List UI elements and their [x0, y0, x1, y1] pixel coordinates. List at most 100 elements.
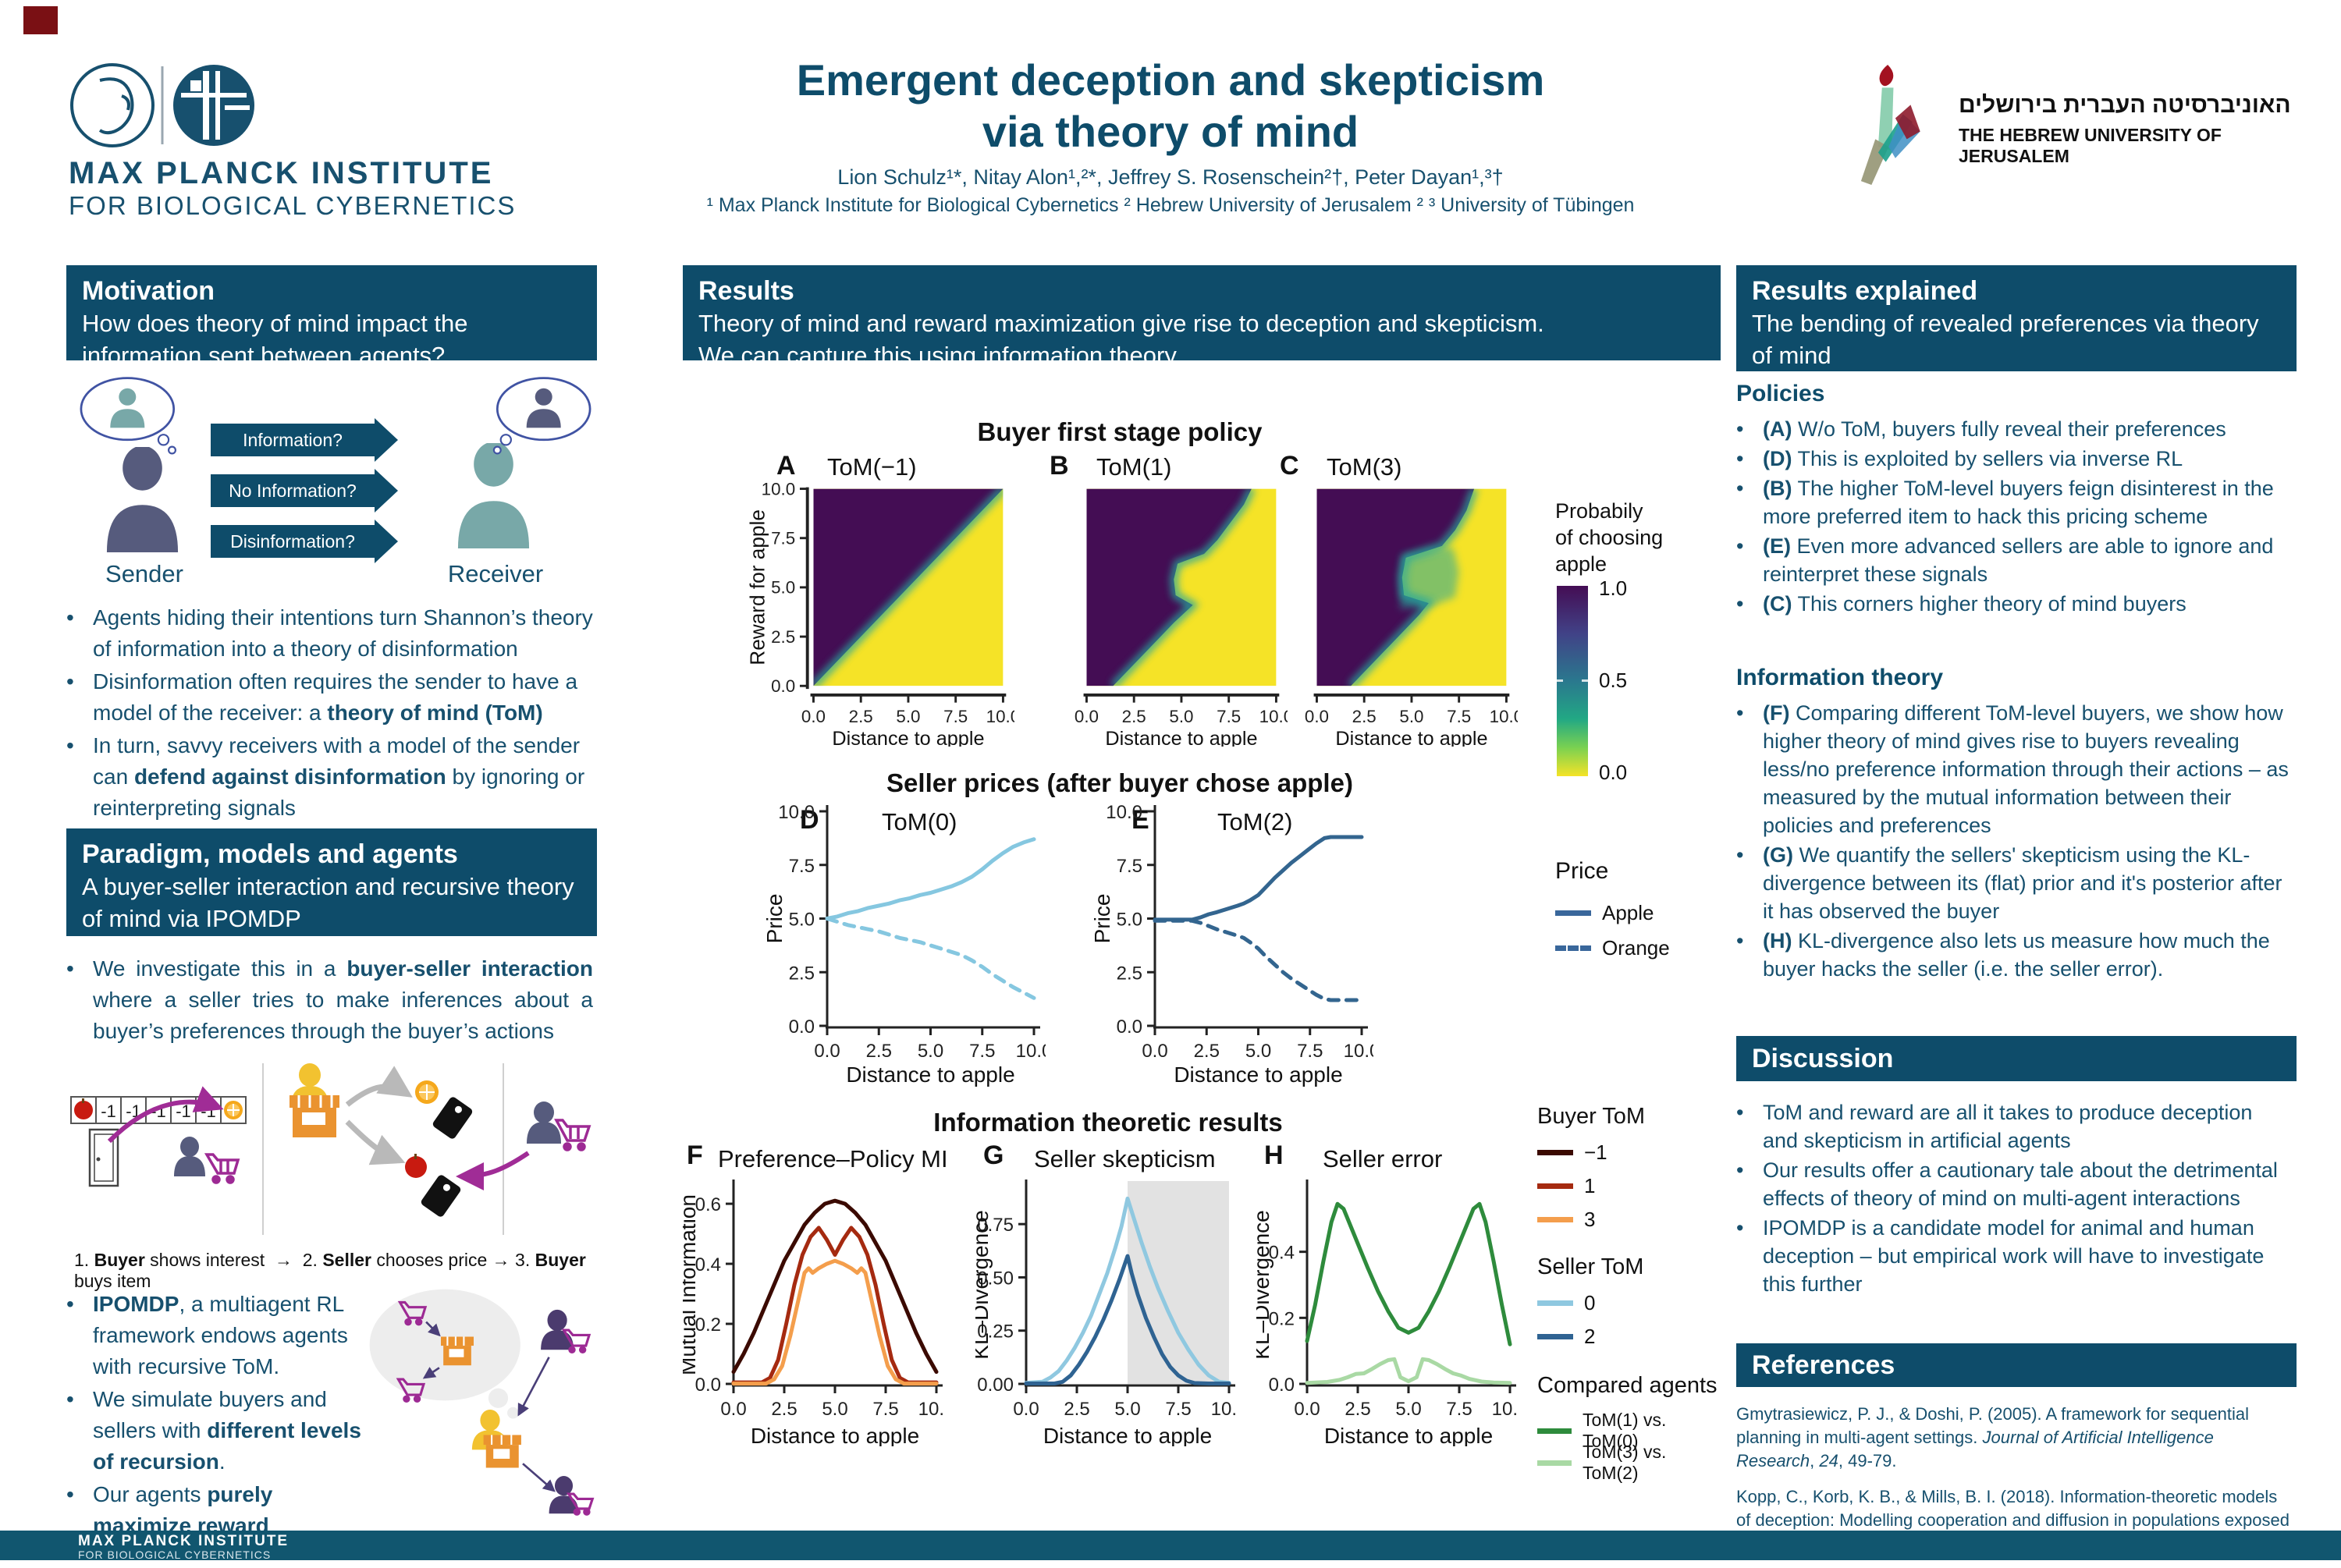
- poster-title-line1: Emergent deception and skepticism: [796, 55, 1545, 105]
- results-explained-box: Results explained The bending of reveale…: [1736, 265, 2297, 371]
- motivation-title: Motivation: [82, 276, 215, 306]
- cart-icon: [396, 1378, 426, 1403]
- svg-text:7.5: 7.5: [789, 856, 815, 877]
- mpi-logo-line2: FOR BIOLOGICAL CYBERNETICS: [69, 191, 517, 220]
- bullet-dot: •: [66, 1292, 74, 1316]
- receiver-person-icon: [457, 443, 530, 548]
- svg-text:5.0: 5.0: [1399, 707, 1423, 726]
- results-explained-title: Results explained: [1752, 276, 1978, 306]
- huji-torch-icon: [1860, 65, 1920, 185]
- information-theory-heading: Information theory: [1736, 665, 1944, 690]
- bullet-dot: •: [66, 1482, 74, 1506]
- bullet-text: We simulate buyers and sellers with diff…: [93, 1387, 361, 1474]
- paradigm-box: Paradigm, models and agents A buyer-sell…: [66, 828, 597, 936]
- right-column: Results explained The bending of reveale…: [1736, 265, 2297, 1553]
- apple-icon: [74, 1101, 93, 1119]
- svg-text:0.50: 0.50: [977, 1268, 1014, 1289]
- panel-title-D: ToM(0): [882, 808, 957, 835]
- discussion-title: Discussion: [1752, 1044, 1894, 1073]
- results-body-line1: Theory of mind and reward maximization g…: [698, 310, 1544, 337]
- mpi-logo-line1: MAX PLANCK INSTITUTE: [69, 156, 494, 190]
- compared-agents-legend-title: Compared agents: [1537, 1373, 1718, 1398]
- prices-legend-title: Price: [1555, 858, 1609, 884]
- panel-letter-G: G: [983, 1141, 1004, 1170]
- svg-text:0.25: 0.25: [977, 1321, 1014, 1343]
- svg-text:7.5: 7.5: [943, 707, 968, 726]
- svg-text:10.0: 10.0: [986, 707, 1014, 726]
- bullet-dot: •: [1736, 592, 1744, 615]
- svg-text:5.0: 5.0: [896, 707, 920, 726]
- svg-text:5.0: 5.0: [1169, 707, 1193, 726]
- list-item: • Agents hiding their intentions turn Sha…: [66, 602, 593, 665]
- paradigm-caption: 1. Buyer shows interest → 2. Seller choo…: [74, 1250, 586, 1291]
- panel-title-H: Seller error: [1323, 1145, 1443, 1172]
- svg-text:10.0: 10.0: [1259, 707, 1288, 726]
- colorbar: 1.0 0.5 0.0: [1557, 581, 1627, 784]
- paradigm-body: A buyer-seller interaction and recursive…: [82, 873, 574, 932]
- references-list: Gmytrasiewicz, P. J., & Doshi, P. (2005)…: [1736, 1403, 2292, 1568]
- svg-text:10.0: 10.0: [918, 1399, 944, 1420]
- cart-icon: [397, 1300, 428, 1326]
- bullet-text: Agents hiding their intentions turn Shan…: [93, 605, 593, 661]
- bullet-dot: •: [1736, 1158, 1744, 1182]
- policy-section-title: Buyer first stage policy: [977, 417, 1263, 446]
- reference-item: Gmytrasiewicz, P. J., & Doshi, P. (2005)…: [1736, 1404, 2250, 1470]
- discussion-box: Discussion: [1736, 1036, 2297, 1081]
- policies-heading: Policies: [1736, 381, 1825, 406]
- svg-text:Distance to apple: Distance to apple: [846, 1062, 1014, 1087]
- svg-text:0.75: 0.75: [977, 1215, 1014, 1236]
- svg-text:7.5: 7.5: [872, 1399, 898, 1420]
- svg-text:10.0: 10.0: [1016, 1041, 1046, 1062]
- bullet-dot: •: [1736, 447, 1744, 470]
- svg-text:0.0: 0.0: [1117, 1016, 1142, 1038]
- svg-text:Distance to apple: Distance to apple: [1043, 1424, 1212, 1446]
- skepticism-chart: 0.0 2.5 5.0 7.5 10.0 0.00 0.25 0.50 0.75 Distance…: [975, 1180, 1237, 1446]
- sender-receiver-diagram: Information? No Information? Disinformat…: [66, 373, 597, 591]
- legend-item-buyer-minus1: −1: [1537, 1141, 1607, 1165]
- heatmap-tom-minus1: 0.0 2.5 5.0 7.5 10.0 0.0 2.5 5.0 7.5 10.0 Reward f…: [745, 479, 1014, 747]
- motivation-bullets: • Agents hiding their intentions turn Sha…: [66, 602, 593, 825]
- legend-item-orange: Orange: [1555, 936, 1670, 960]
- list-item: • (B) The higher ToM-level buyers feign d…: [1736, 474, 2292, 530]
- bullet-dot: •: [1736, 701, 1744, 725]
- stall-icon: [290, 1095, 339, 1137]
- buy-arrow: [456, 1151, 530, 1190]
- svg-text:7.5: 7.5: [969, 1041, 995, 1062]
- panel-letter-D: D: [800, 805, 819, 835]
- svg-text:0.0: 0.0: [1142, 1041, 1167, 1062]
- svg-text:1.0: 1.0: [1599, 581, 1627, 600]
- buyer2-icon: [527, 1102, 591, 1151]
- footer-line1: MAX PLANCK INSTITUTE: [78, 1533, 290, 1549]
- middle-column: Results Theory of mind and reward maximi…: [683, 265, 1721, 1533]
- svg-text:KL–Divergence: KL–Divergence: [1256, 1210, 1274, 1359]
- legend-item-seller-2: 2: [1537, 1325, 1595, 1349]
- svg-text:10.0: 10.0: [1211, 1399, 1237, 1420]
- panel-letter-A: A: [776, 451, 796, 481]
- svg-text:0.2: 0.2: [695, 1314, 721, 1336]
- list-item: • (F) Comparing different ToM-level buyer…: [1736, 699, 2292, 839]
- svg-text:Distance to apple: Distance to apple: [751, 1424, 919, 1446]
- svg-text:5.0: 5.0: [1245, 1041, 1271, 1062]
- bullet-dot: •: [1736, 929, 1744, 953]
- results-title: Results: [698, 276, 794, 306]
- references-title: References: [1752, 1350, 1895, 1380]
- list-item: • In turn, savvy receivers with a model o…: [66, 730, 593, 824]
- bullet-dot: •: [66, 669, 74, 694]
- bullet-text: In turn, savvy receivers with a model of…: [93, 733, 585, 820]
- svg-text:10.0: 10.0: [1344, 1041, 1373, 1062]
- list-item: • IPOMDP, a multiagent RL framework endow…: [66, 1289, 363, 1382]
- svg-text:2.5: 2.5: [771, 1399, 797, 1420]
- recursion-diagram: [369, 1289, 595, 1516]
- bullet-dot: •: [1736, 534, 1744, 558]
- svg-text:7.5: 7.5: [1165, 1399, 1191, 1420]
- discussion-bullets: • ToM and reward are all it takes to prod…: [1736, 1098, 2292, 1300]
- svg-text:5.0: 5.0: [1114, 1399, 1140, 1420]
- bullet-text: We investigate this in a buyer-seller in…: [93, 956, 593, 1043]
- arrow-information: Information?: [211, 418, 398, 462]
- legend-item-tom3-vs-tom2: ToM(3) vs. ToM(2): [1537, 1442, 1721, 1484]
- list-item: • (D) This is exploited by sellers via in…: [1736, 445, 2292, 473]
- svg-text:5.0: 5.0: [771, 578, 795, 598]
- buyer-seller-diagram: -1 -1 -1 -1 -1: [70, 1063, 591, 1235]
- price-arrow-bottom: [345, 1119, 406, 1165]
